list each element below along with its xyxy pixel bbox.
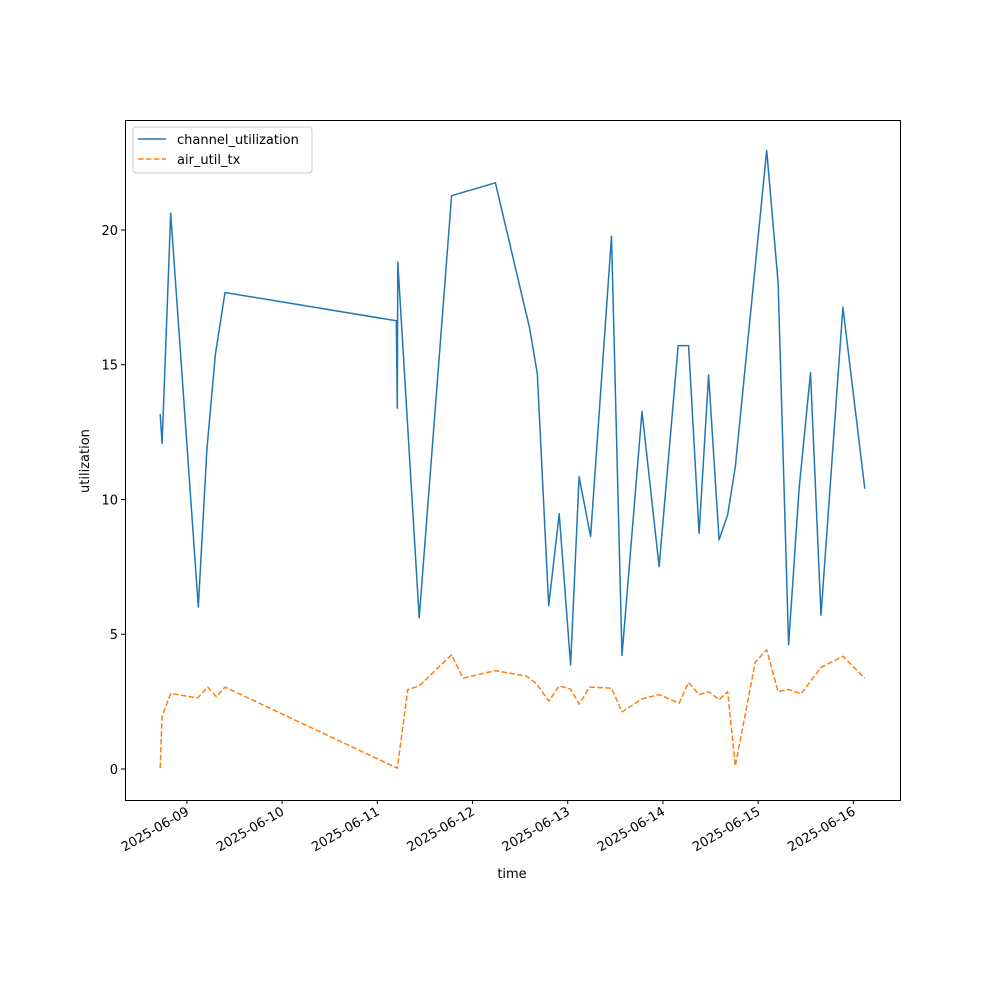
- series-line-air-util-tx: [159, 649, 866, 769]
- y-tick-label: 10: [101, 493, 118, 508]
- x-tick-label: 2025-06-09: [119, 804, 192, 855]
- plot-area-frame: [125, 120, 901, 801]
- x-tick-label: 2025-06-16: [785, 804, 858, 855]
- y-axis-label: utilization: [78, 429, 93, 493]
- y-tick-label: 5: [110, 628, 118, 643]
- x-tick-label: 2025-06-13: [500, 804, 573, 855]
- legend-label-air-util-tx: air_util_tx: [177, 153, 241, 168]
- series-line-channel-utilization: [159, 149, 866, 666]
- x-tick-label: 2025-06-14: [595, 804, 668, 855]
- legend-label-channel-utilization: channel_utilization: [177, 133, 299, 148]
- x-tick-label: 2025-06-10: [214, 804, 287, 855]
- y-tick-label: 20: [101, 224, 118, 239]
- x-axis-label: time: [497, 867, 526, 882]
- x-axis: 2025-06-09 2025-06-10 2025-06-11 2025-06-12…: [119, 800, 858, 855]
- y-axis: 0 5 10 15 20: [101, 224, 125, 778]
- legend: channel_utilization air_util_tx: [132, 126, 313, 174]
- y-tick-label: 15: [101, 359, 118, 374]
- x-tick-label: 2025-06-15: [690, 804, 763, 855]
- y-tick-label: 0: [110, 763, 118, 778]
- plot-marks: [159, 149, 866, 769]
- legend-frame: [132, 126, 313, 174]
- x-tick-label: 2025-06-12: [405, 804, 478, 855]
- x-tick-label: 2025-06-11: [309, 804, 382, 855]
